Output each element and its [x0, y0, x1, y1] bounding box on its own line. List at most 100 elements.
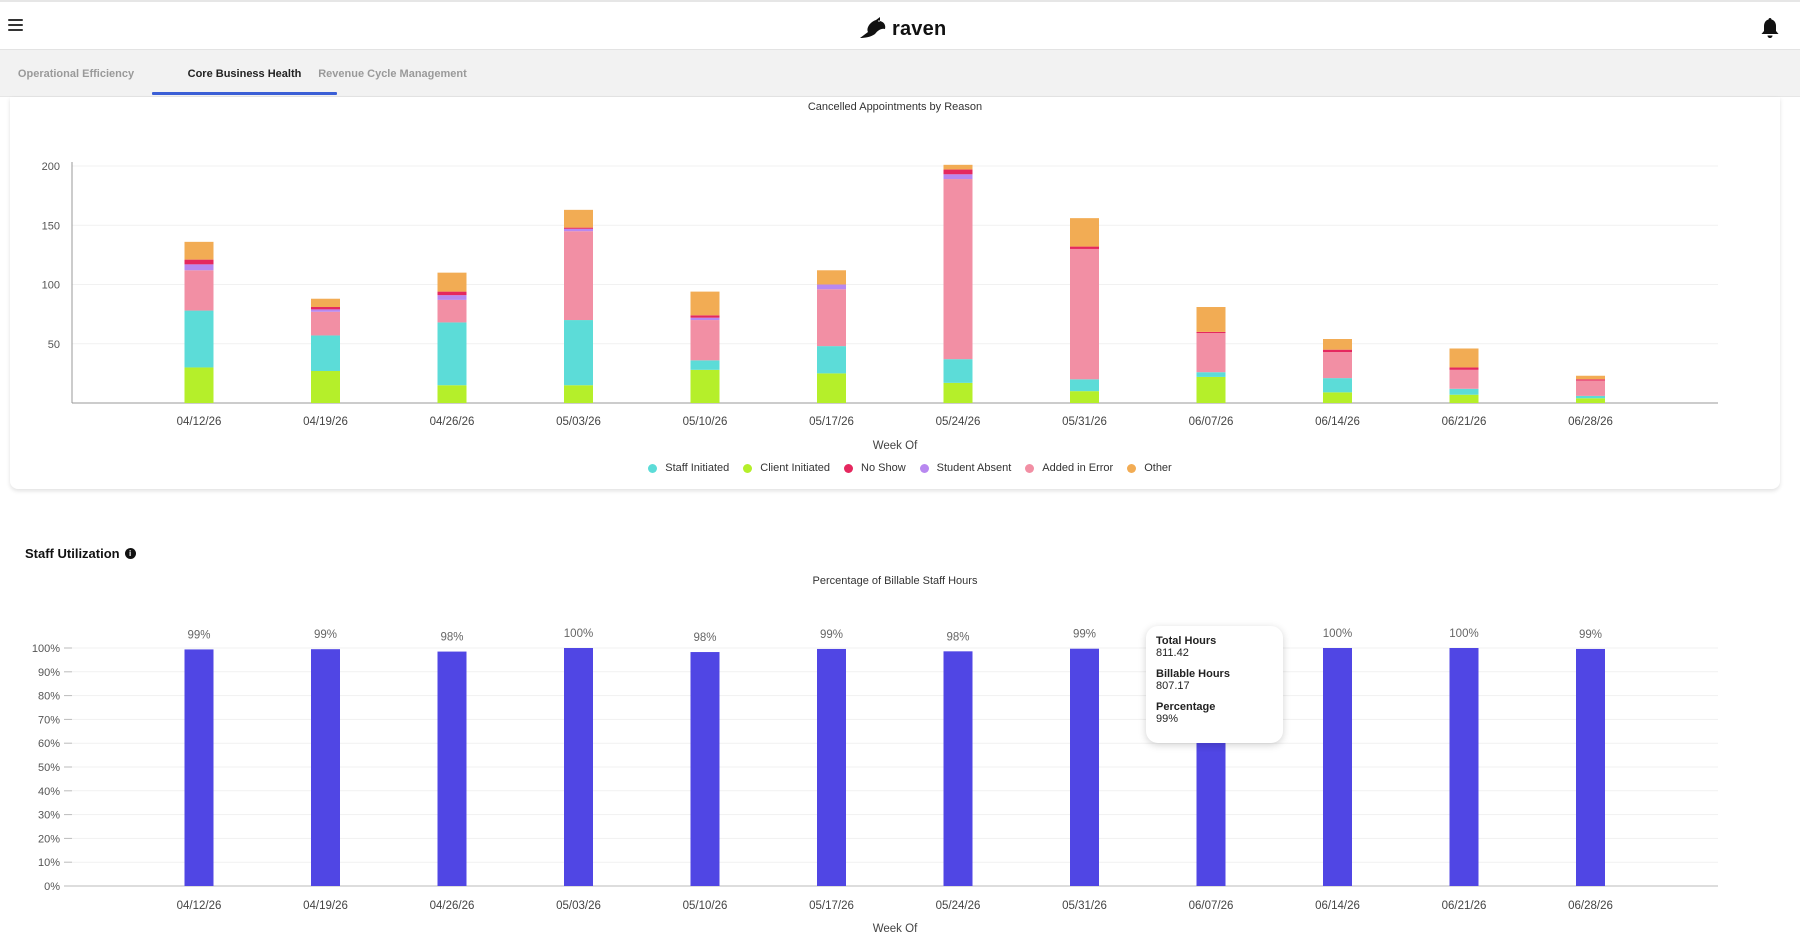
bar-segment	[817, 270, 846, 285]
tooltip-percentage-label: Percentage	[1156, 701, 1216, 713]
utilization-bar	[437, 651, 467, 886]
utilization-bar	[564, 648, 593, 886]
data-label: 99%	[314, 629, 337, 641]
x-tick-label: 05/17/26	[809, 900, 854, 912]
x-tick-label: 05/03/26	[556, 416, 601, 428]
hamburger-menu-icon[interactable]	[8, 19, 23, 31]
utilization-bar	[184, 649, 214, 886]
bar-segment	[564, 209, 593, 228]
y-tick-label: 50	[48, 339, 60, 351]
logo-text: raven	[892, 17, 947, 40]
utilization-bar	[1323, 648, 1352, 886]
utilization-bar	[817, 648, 846, 886]
utilization-bar	[1449, 648, 1479, 886]
x-tick-label: 05/03/26	[556, 900, 601, 912]
bar-segment	[1070, 218, 1099, 247]
bar-segment	[1196, 331, 1226, 334]
bar-segment	[1196, 372, 1226, 377]
bar-segment	[943, 359, 973, 383]
x-tick-label: 04/26/26	[430, 416, 475, 428]
bar-segment	[943, 382, 973, 403]
legend-other[interactable]: Other	[1127, 462, 1172, 474]
data-label: 98%	[693, 632, 716, 644]
top-bar: raven	[0, 0, 1800, 50]
x-tick-label: 05/24/26	[936, 416, 981, 428]
bar-segment	[184, 270, 214, 311]
legend-no-show[interactable]: No Show	[844, 462, 906, 474]
utilization-chart-title: Percentage of Billable Staff Hours	[812, 575, 978, 587]
bar-segment	[690, 317, 720, 321]
data-label: 98%	[440, 632, 463, 644]
bar-segment	[817, 373, 846, 403]
bar-segment	[437, 272, 467, 292]
tab-core-business-health[interactable]: Core Business Health	[152, 50, 337, 97]
x-tick-label: 06/07/26	[1189, 416, 1234, 428]
legend-added-in-error[interactable]: Added in Error	[1025, 462, 1113, 474]
tooltip-billable-hours-label: Billable Hours	[1156, 668, 1230, 680]
chart-tooltip: Total Hours 811.42 Billable Hours 807.17…	[1146, 626, 1283, 743]
tab-revenue-cycle-management[interactable]: Revenue Cycle Management	[318, 67, 467, 80]
legend-staff-initiated[interactable]: Staff Initiated	[648, 462, 729, 474]
legend-client-initiated[interactable]: Client Initiated	[743, 462, 830, 474]
x-tick-label: 04/19/26	[303, 900, 348, 912]
y-tick-label: 100	[42, 280, 60, 292]
bar-segment	[943, 169, 973, 175]
y-tick-label: 50%	[38, 762, 60, 774]
logo: raven	[858, 14, 946, 42]
notification-bell-icon[interactable]	[1760, 17, 1780, 39]
tab-operational-efficiency[interactable]: Operational Efficiency	[17, 67, 135, 80]
y-tick-label: 10%	[38, 857, 60, 869]
data-label: 100%	[564, 628, 593, 640]
bar-segment	[943, 164, 973, 170]
bar-segment	[817, 289, 846, 347]
bar-segment	[564, 227, 593, 229]
legend-dot	[844, 463, 853, 473]
legend-dot	[1127, 463, 1137, 473]
x-axis-label: Week Of	[873, 923, 918, 935]
x-tick-label: 05/17/26	[809, 416, 854, 428]
raven-bird-icon	[860, 17, 886, 38]
y-tick-label: 100%	[32, 643, 60, 655]
bar-segment	[437, 295, 467, 300]
bar-segment	[564, 320, 593, 386]
bar-segment	[184, 310, 214, 368]
bar-segment	[437, 322, 467, 386]
staff-utilization-title: Staff Utilization i	[25, 546, 136, 561]
bar-segment	[437, 299, 467, 323]
bar-segment	[1449, 369, 1479, 389]
x-tick-label: 05/31/26	[1062, 416, 1107, 428]
y-tick-label: 80%	[38, 691, 60, 703]
bar-segment	[690, 369, 720, 403]
x-tick-label: 06/28/26	[1568, 900, 1613, 912]
y-tick-label: 60%	[38, 738, 60, 750]
y-tick-label: 20%	[38, 833, 60, 845]
x-tick-label: 05/10/26	[683, 416, 728, 428]
bar-segment	[690, 315, 720, 318]
info-icon[interactable]: i	[124, 548, 136, 559]
chart-legend: Staff Initiated Client Initiated No Show…	[0, 462, 1800, 474]
bar-segment	[437, 385, 467, 403]
utilization-bar	[1070, 648, 1099, 886]
x-tick-label: 06/07/26	[1189, 900, 1234, 912]
legend-dot	[648, 463, 658, 473]
bar-segment	[1070, 379, 1099, 392]
tab-bar: Operational Efficiency Core Business Hea…	[0, 50, 1800, 97]
bar-segment	[184, 264, 214, 271]
x-tick-label: 06/14/26	[1315, 900, 1360, 912]
x-axis-label: Week Of	[873, 440, 918, 452]
bar-segment	[1070, 391, 1099, 403]
bar-segment	[1196, 333, 1226, 373]
data-label: 98%	[946, 631, 969, 643]
tooltip-billable-hours-value: 807.17	[1156, 680, 1190, 692]
cancelled-chart-title: Cancelled Appointments by Reason	[807, 101, 983, 113]
bar-segment	[184, 241, 214, 260]
x-tick-label: 05/10/26	[683, 900, 728, 912]
x-tick-label: 06/21/26	[1442, 416, 1487, 428]
bar-segment	[1323, 352, 1352, 379]
bar-segment	[564, 385, 593, 403]
x-tick-label: 06/21/26	[1442, 900, 1487, 912]
bar-segment	[943, 179, 973, 360]
legend-student-absent[interactable]: Student Absent	[919, 462, 1011, 474]
